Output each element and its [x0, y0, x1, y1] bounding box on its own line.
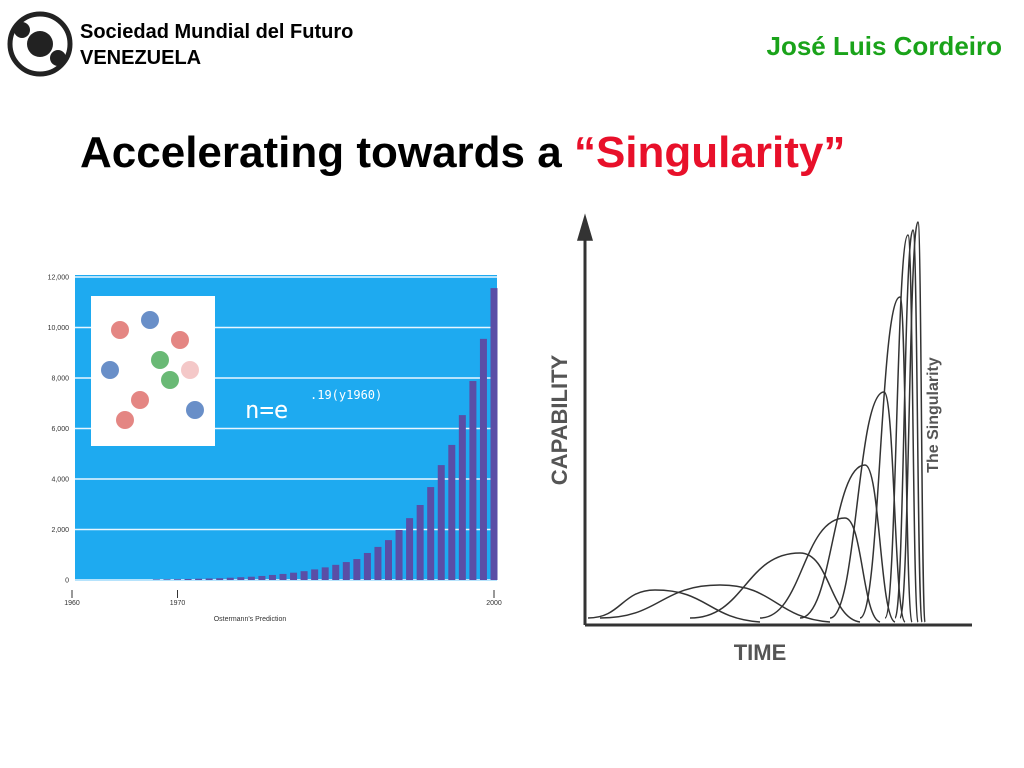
bar	[458, 415, 466, 580]
bar	[321, 567, 329, 580]
capability-curve	[894, 229, 923, 623]
bar	[279, 573, 287, 580]
org-name: Sociedad Mundial del Futuro	[80, 21, 353, 43]
molecule-part	[161, 371, 179, 389]
molecule-part	[141, 311, 159, 329]
bar	[490, 288, 498, 580]
logo	[7, 11, 73, 77]
formula-exponent: .19(y1960)	[310, 388, 382, 402]
author: José Luis Cordeiro	[767, 31, 1003, 61]
bar	[174, 579, 181, 580]
title-text: Accelerating towards a	[80, 128, 574, 177]
bar	[395, 530, 403, 580]
capability-curve	[689, 552, 861, 623]
molecule-part	[111, 321, 129, 339]
bar	[374, 546, 382, 580]
bar	[479, 338, 487, 580]
x-tick-label: 1970	[170, 600, 186, 607]
y-tick-label: 2,000	[51, 527, 69, 534]
bar	[152, 579, 160, 580]
capability-curve	[587, 589, 761, 623]
x-tick-label: 1960	[64, 600, 80, 607]
bar	[226, 577, 234, 580]
bar	[184, 578, 192, 580]
x-axis-label: TIME	[734, 640, 787, 665]
y-tick-label: 6,000	[51, 426, 69, 433]
y-tick-label: 4,000	[51, 477, 69, 484]
bar	[406, 518, 414, 580]
bar	[311, 569, 319, 580]
bar	[332, 564, 340, 580]
molecule-part	[181, 361, 199, 379]
bar	[216, 578, 224, 580]
x-tick-label: 2000	[486, 600, 502, 607]
capability-curve	[799, 464, 896, 623]
bar	[195, 578, 203, 580]
molecule-part	[186, 401, 204, 419]
bar	[342, 562, 350, 580]
bar	[385, 540, 392, 580]
bar	[416, 505, 424, 580]
bar	[247, 576, 255, 580]
capability-curve	[899, 221, 926, 623]
bar	[469, 381, 477, 580]
bar	[205, 578, 213, 580]
bar	[268, 574, 276, 580]
bar	[290, 572, 298, 580]
molecule-part	[131, 391, 149, 409]
bar	[353, 559, 361, 580]
arrow	[577, 213, 593, 241]
formula: n=e	[245, 396, 288, 424]
capability-curve	[884, 234, 919, 623]
slide-title: Accelerating towards a “Singularity”	[80, 128, 845, 177]
singularity-diagram	[577, 213, 972, 627]
bar	[237, 577, 245, 580]
y-axis-label: CAPABILITY	[547, 354, 572, 485]
y-tick-label: 0	[65, 578, 69, 585]
molecule-part	[151, 351, 169, 369]
annotation: The Singularity	[925, 357, 942, 473]
molecule-part	[116, 411, 134, 429]
bar	[363, 552, 371, 580]
molecule-part	[101, 361, 119, 379]
title-highlight: “Singularity”	[574, 128, 845, 177]
bar-chart: 0 2,000 4,000 6,000 8,000 10,000 12,000 1960 197…	[48, 275, 502, 624]
capability-curve	[859, 296, 913, 623]
y-tick-label: 10,000	[48, 325, 70, 332]
bar	[437, 465, 445, 580]
bar	[427, 487, 435, 580]
capability-curve	[599, 584, 831, 623]
bar	[448, 444, 456, 580]
bar	[258, 575, 266, 580]
bar	[300, 571, 308, 580]
y-tick-label: 12,000	[48, 275, 70, 282]
x-axis-label: Ostermann's Prediction	[214, 616, 287, 623]
molecule-part	[171, 331, 189, 349]
org-country: VENEZUELA	[80, 47, 201, 69]
capability-curve	[759, 517, 881, 623]
bar	[163, 579, 171, 580]
y-tick-label: 8,000	[51, 376, 69, 383]
